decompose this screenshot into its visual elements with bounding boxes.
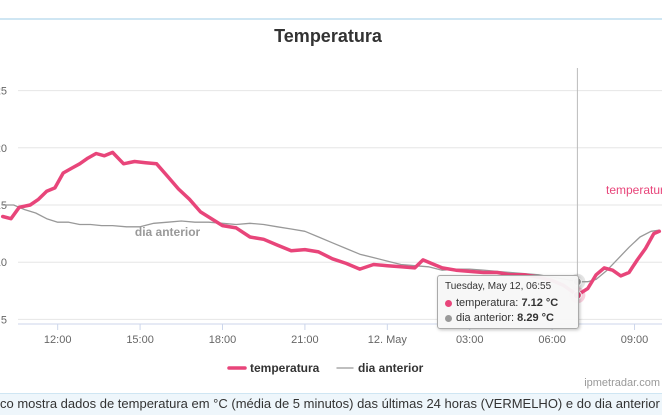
caption-bar	[0, 393, 662, 415]
x-tick-label: 15:00	[126, 334, 154, 346]
legend-item-dia-anterior[interactable]: dia anterior	[336, 361, 424, 375]
chart-caption: co mostra dados de temperatura em °C (mé…	[0, 396, 660, 411]
x-tick-label: 18:00	[209, 334, 237, 346]
series-line-temperatura[interactable]	[0, 150, 662, 297]
legend-item-temperatura[interactable]: temperatura	[227, 361, 320, 375]
legend-label: temperatura	[250, 361, 320, 375]
series-line-dia-anterior[interactable]	[2, 204, 660, 283]
tooltip-value: 7.12 °C	[521, 297, 559, 309]
legend[interactable]: temperatura dia anterior	[227, 361, 424, 375]
series-label-dia-anterior: dia anterior	[135, 225, 201, 239]
chart-title: Temperatura	[274, 26, 383, 46]
tooltip: Tuesday, May 12, 06:55 temperatura: 7.12…	[437, 275, 579, 329]
legend-label: dia anterior	[358, 361, 424, 375]
y-tick-label: 5	[1, 314, 7, 326]
tooltip-row-temperatura: temperatura: 7.12 °C	[445, 297, 558, 309]
tooltip-dot-icon	[445, 314, 452, 322]
tooltip-label: dia anterior:	[456, 312, 515, 324]
y-axis-ticks: 25 20 15 10 5	[0, 86, 7, 327]
y-tick-label: 15	[0, 200, 7, 212]
x-tick-label: 06:00	[538, 334, 566, 346]
credit-link[interactable]: ipmetradar.com	[584, 377, 660, 389]
series-label-temperatura: temperatura	[606, 183, 662, 197]
x-tick-label: 12. May	[368, 334, 408, 346]
series-labels: dia anterior temperatura	[135, 183, 662, 239]
x-tick-label: 09:00	[621, 334, 649, 346]
y-tick-label: 25	[0, 86, 7, 98]
series-group	[0, 150, 662, 297]
y-tick-label: 10	[0, 257, 7, 269]
tooltip-label: temperatura:	[456, 297, 519, 309]
x-tick-label: 12:00	[44, 334, 72, 346]
top-border	[0, 18, 662, 20]
tooltip-dot-icon	[445, 299, 452, 307]
tooltip-row-dia-anterior: dia anterior: 8.29 °C	[445, 312, 554, 324]
tooltip-value: 8.29 °C	[517, 312, 554, 324]
y-tick-label: 20	[0, 143, 7, 155]
tooltip-header: Tuesday, May 12, 06:55	[445, 281, 552, 292]
x-tick-label: 21:00	[291, 334, 319, 346]
x-tick-label: 03:00	[456, 334, 484, 346]
